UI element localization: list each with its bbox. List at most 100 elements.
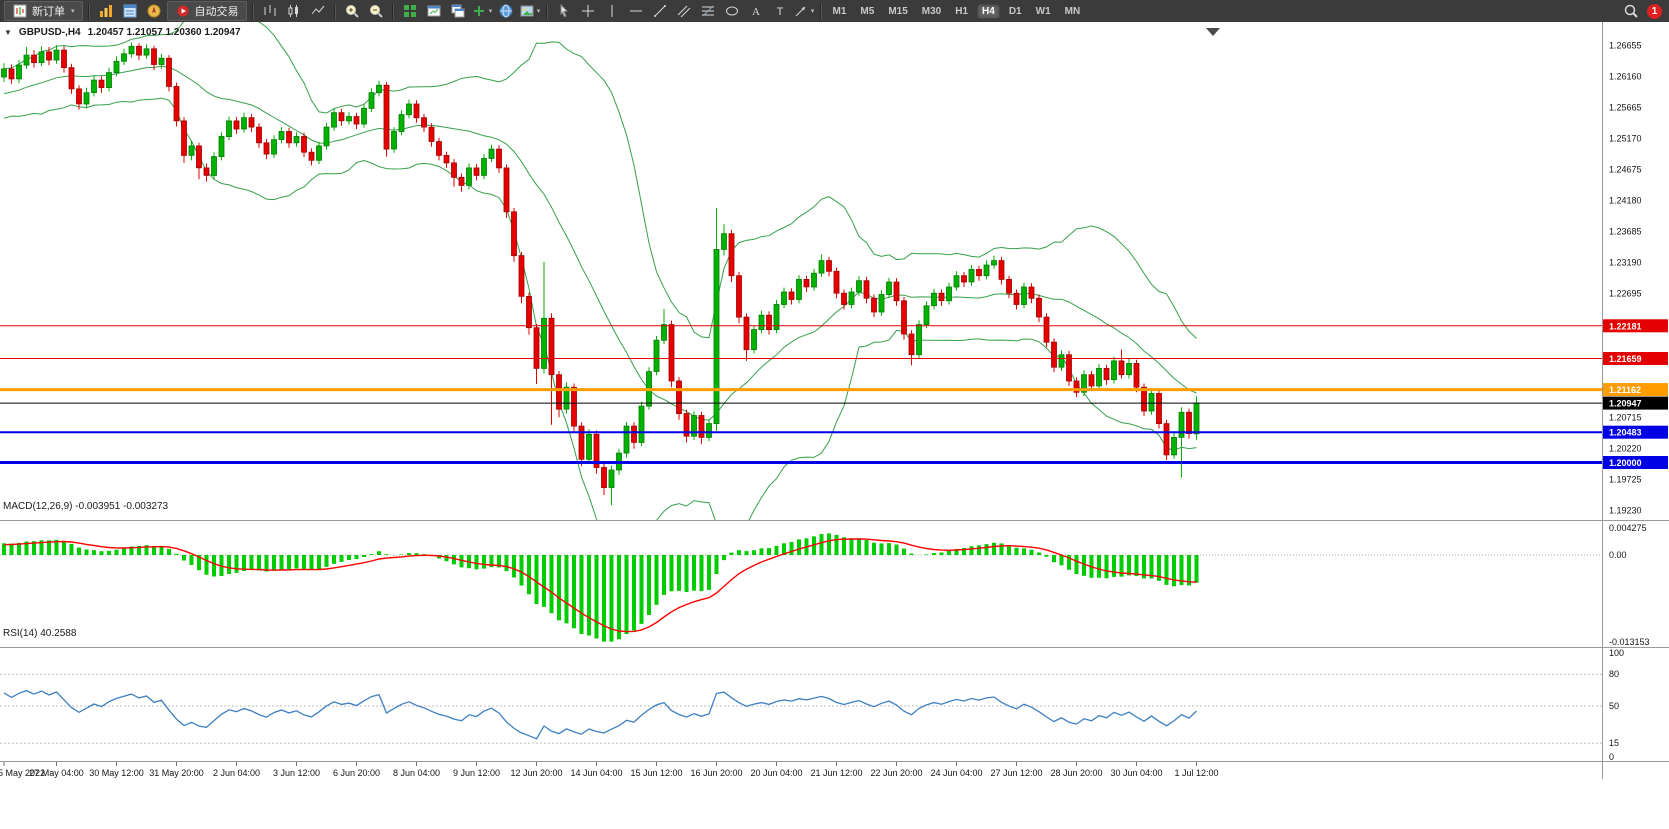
trendline-icon[interactable] <box>649 1 671 21</box>
tile-windows-icon[interactable] <box>399 1 421 21</box>
arrange-glyph <box>451 4 465 18</box>
svg-text:1.19230: 1.19230 <box>1609 506 1642 516</box>
labelT-glyph: T <box>776 6 783 18</box>
svg-text:1.22181: 1.22181 <box>1609 321 1642 331</box>
svg-text:1.20483: 1.20483 <box>1609 428 1642 438</box>
zoomout-glyph <box>369 5 383 18</box>
svg-text:0.004275: 0.004275 <box>1609 523 1647 533</box>
svg-text:T: T <box>776 6 783 18</box>
svg-text:1.20947: 1.20947 <box>1609 399 1642 409</box>
timeframe-m5-button[interactable]: M5 <box>860 5 875 17</box>
chart-region: 1.26655 1.26160 1.25665 1.25170 1.24675 1.241… <box>0 22 1669 829</box>
fibonacci-icon[interactable] <box>697 1 719 21</box>
time-axis-label: 21 Jun 12:00 <box>810 768 862 778</box>
add-indicator-icon[interactable]: ▾ <box>471 1 493 21</box>
time-axis-label: 6 Jun 20:00 <box>333 768 380 778</box>
chart-canvas[interactable]: 1.26655 1.26160 1.25665 1.25170 1.24675 1.241… <box>0 22 1669 829</box>
svg-text:1.22695: 1.22695 <box>1609 289 1642 299</box>
rsi-pane <box>3 689 1197 740</box>
market-watch-icon[interactable] <box>95 1 117 21</box>
crosshair-icon[interactable] <box>577 1 599 21</box>
zoom-out-icon[interactable] <box>365 1 387 21</box>
ohlc-values: 1.20457 1.21057 1.20360 1.20947 <box>87 27 241 38</box>
new-chart-icon[interactable] <box>423 1 445 21</box>
candlestick-chart-icon[interactable] <box>283 1 305 21</box>
svg-text:1.26160: 1.26160 <box>1609 71 1642 81</box>
arrows-icon[interactable]: ▾ <box>793 1 815 21</box>
data-window-icon[interactable] <box>119 1 141 21</box>
time-axis-label: 27 May 04:00 <box>29 768 84 778</box>
timeframe-m1-button[interactable]: M1 <box>832 5 847 17</box>
screenshot-icon[interactable]: ▾ <box>519 1 541 21</box>
svg-text:1.23190: 1.23190 <box>1609 258 1642 268</box>
svg-text:1.20000: 1.20000 <box>1609 458 1642 468</box>
toolbar-separator <box>819 3 822 19</box>
horizontal-line-icon[interactable] <box>625 1 647 21</box>
bar-chart-icon[interactable] <box>259 1 281 21</box>
one-click-trading-toggle[interactable]: ▼ <box>4 28 12 37</box>
crosshair-glyph <box>581 5 594 17</box>
timeframe-h1-button[interactable]: H1 <box>955 5 969 17</box>
time-axis-label: 14 Jun 04:00 <box>570 768 622 778</box>
time-axis-label: 30 May 12:00 <box>89 768 144 778</box>
navigator-icon[interactable] <box>143 1 165 21</box>
toolbar-separator <box>391 3 394 19</box>
svg-text:1.21659: 1.21659 <box>1609 354 1642 364</box>
full-screen-icon[interactable] <box>495 1 517 21</box>
svg-text:15: 15 <box>1609 738 1619 748</box>
timeframe-m15-button[interactable]: M15 <box>888 5 908 17</box>
chart-shift-marker-icon[interactable] <box>1206 28 1220 36</box>
macd-name: MACD(12,26,9) <box>3 501 73 512</box>
globe-glyph <box>499 4 513 18</box>
rsi-value: 40.2588 <box>40 628 77 639</box>
svg-text:1.23685: 1.23685 <box>1609 227 1642 237</box>
plus-glyph <box>473 6 484 16</box>
svg-text:1.26655: 1.26655 <box>1609 40 1642 50</box>
shapes-icon[interactable] <box>721 1 743 21</box>
bollinger-lower-band <box>3 97 1197 520</box>
auto-trading-button[interactable]: 自动交易 <box>166 1 247 21</box>
neworder-glyph <box>13 4 27 18</box>
autotrade-glyph <box>177 5 189 17</box>
price-badge-1.20947 <box>1603 396 1668 410</box>
zoom-in-icon[interactable] <box>341 1 363 21</box>
vertical-line-icon[interactable] <box>601 1 623 21</box>
channel-glyph <box>677 5 690 18</box>
cursor-icon[interactable] <box>553 1 575 21</box>
toolbar: 新订单 ▾ 自动交易 ▾ ▾ A T ▾ M1 M5 M15 M30 H1 H4 D1 W1 MN 1 <box>0 0 1669 22</box>
timeframe-mn-button[interactable]: MN <box>1064 5 1081 17</box>
timeframe-h4-button[interactable]: H4 <box>977 3 1000 19</box>
timeframe-w1-button[interactable]: W1 <box>1035 5 1051 17</box>
search-glyph <box>1624 4 1638 18</box>
bollinger-middle-band <box>3 65 1197 421</box>
price-axis[interactable]: 1.26655 1.26160 1.25665 1.25170 1.24675 1.241… <box>1603 40 1668 762</box>
label-icon[interactable]: T <box>769 1 791 21</box>
text-icon[interactable]: A <box>745 1 767 21</box>
svg-text:0.00: 0.00 <box>1609 550 1627 560</box>
navigator-glyph <box>147 4 161 18</box>
channel-icon[interactable] <box>673 1 695 21</box>
toolbar-separator <box>333 3 336 19</box>
candles-layer <box>1 42 1200 506</box>
svg-text:50: 50 <box>1609 701 1619 711</box>
svg-text:-0.013153: -0.013153 <box>1609 637 1650 647</box>
time-axis-label: 9 Jun 12:00 <box>453 768 500 778</box>
svg-text:1.24180: 1.24180 <box>1609 195 1642 205</box>
hline-glyph <box>629 10 642 12</box>
svg-text:1.20220: 1.20220 <box>1609 444 1642 454</box>
vline-glyph <box>611 5 613 17</box>
search-icon[interactable] <box>1620 1 1642 21</box>
notification-badge[interactable]: 1 <box>1647 3 1662 19</box>
macd-values: -0.003951 -0.003273 <box>75 501 169 512</box>
timeframe-m30-button[interactable]: M30 <box>921 5 942 17</box>
timeframe-d1-button[interactable]: D1 <box>1008 5 1022 17</box>
auto-arrange-icon[interactable] <box>447 1 469 21</box>
price-badge-1.20483 <box>1603 425 1668 439</box>
toolbar-separator <box>251 3 254 19</box>
price-badge-1.20000 <box>1603 456 1668 469</box>
svg-text:1.19725: 1.19725 <box>1609 475 1642 485</box>
new-order-button[interactable]: 新订单 ▾ <box>4 1 83 21</box>
line-chart-icon[interactable] <box>307 1 329 21</box>
